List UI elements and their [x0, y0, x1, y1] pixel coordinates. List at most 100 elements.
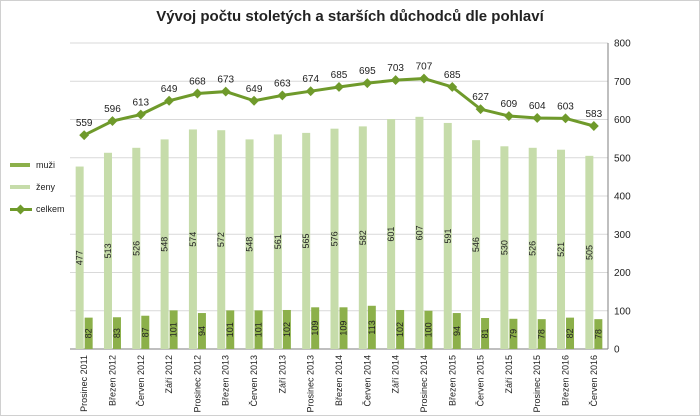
x-tick-label: Červen 2015 [476, 355, 486, 407]
point-celkem [532, 113, 543, 123]
x-tick-label: Červen 2014 [362, 355, 372, 407]
data-label-muzi: 102 [395, 322, 405, 337]
bar-zeny [358, 126, 367, 349]
x-tick-label: Září 2014 [391, 355, 401, 394]
y-tick-label: 600 [614, 115, 631, 126]
bar-zeny [387, 119, 396, 350]
data-label-celkem: 604 [529, 101, 546, 112]
data-label-zeny: 591 [443, 228, 453, 243]
data-label-zeny: 477 [75, 250, 85, 265]
bar-muzi [141, 315, 150, 349]
total-line [79, 73, 599, 141]
point-celkem [362, 78, 373, 89]
data-label-zeny: 582 [358, 230, 368, 245]
data-label-celkem: 613 [132, 98, 149, 109]
point-celkem [135, 109, 146, 120]
data-label-muzi: 101 [169, 322, 179, 337]
data-label-muzi: 109 [339, 321, 349, 336]
data-label-celkem: 583 [585, 109, 602, 120]
data-label-zeny: 574 [188, 232, 198, 247]
bar-zeny [443, 122, 452, 349]
data-label-muzi: 101 [225, 322, 235, 337]
data-label-zeny: 526 [131, 241, 141, 256]
point-celkem [107, 116, 118, 126]
bar-muzi [594, 319, 603, 349]
data-label-celkem: 685 [331, 70, 348, 81]
bar-zeny [415, 116, 424, 349]
data-label-celkem: 559 [76, 118, 93, 129]
x-tick-label: Březen 2012 [107, 355, 117, 406]
x-tick-label: Březen 2015 [447, 355, 457, 406]
data-label-muzi: 79 [508, 329, 518, 339]
point-celkem [79, 130, 90, 141]
bar-zeny [188, 129, 197, 349]
bar-muzi [282, 309, 291, 349]
x-tick-label: Březen 2014 [334, 355, 344, 406]
data-label-zeny: 576 [330, 231, 340, 246]
data-label-celkem: 674 [302, 74, 319, 85]
y-tick-label: 200 [614, 268, 631, 279]
bar-muzi [396, 309, 405, 349]
bar-zeny [245, 139, 254, 349]
point-celkem [164, 95, 175, 106]
y-tick-label: 700 [614, 77, 631, 88]
y-tick-label: 100 [614, 306, 631, 317]
data-label-muzi: 109 [310, 321, 320, 336]
bar-muzi [424, 310, 433, 349]
data-label-celkem: 703 [387, 63, 404, 74]
legend-label-celkem: celkem [36, 204, 65, 214]
data-label-zeny: 561 [273, 234, 283, 249]
data-label-muzi: 113 [367, 320, 377, 334]
data-label-celkem: 707 [416, 62, 433, 73]
data-label-muzi: 81 [480, 329, 490, 339]
data-label-celkem: 609 [501, 99, 518, 110]
data-label-celkem: 685 [444, 70, 461, 81]
point-celkem [560, 113, 571, 124]
data-label-muzi: 78 [593, 329, 603, 339]
chart-title: Vývoj počtu stoletých a starších důchodc… [156, 8, 544, 25]
data-label-celkem: 668 [189, 76, 206, 87]
x-tick-label: Červen 2012 [136, 355, 146, 407]
data-label-muzi: 78 [537, 329, 547, 339]
bar-zeny [103, 152, 112, 349]
data-label-muzi: 102 [282, 322, 292, 337]
point-celkem [305, 86, 316, 97]
data-label-celkem: 673 [217, 75, 234, 86]
bar-muzi [537, 319, 546, 349]
bar-zeny [217, 130, 226, 349]
point-celkem [249, 95, 260, 106]
x-tick-label: Září 2013 [277, 355, 287, 394]
data-label-muzi: 101 [254, 322, 264, 337]
x-tick-label: Prosinec 2012 [192, 355, 202, 413]
data-label-muzi: 83 [112, 328, 122, 338]
data-label-zeny: 607 [414, 225, 424, 240]
bars [75, 116, 603, 350]
point-celkem [418, 73, 429, 84]
legend-swatch-muzi [10, 163, 30, 167]
bar-muzi [339, 307, 348, 349]
point-celkem [334, 82, 344, 92]
data-label-zeny: 572 [216, 232, 226, 247]
data-label-zeny: 513 [103, 243, 113, 258]
data-label-zeny: 548 [245, 237, 255, 252]
data-label-muzi: 94 [452, 326, 462, 336]
x-tick-label: Březen 2013 [221, 355, 231, 406]
data-label-zeny: 546 [471, 237, 481, 252]
x-tick-label: Září 2015 [504, 355, 514, 394]
y-tick-label: 0 [614, 345, 620, 356]
data-label-celkem: 695 [359, 66, 376, 77]
data-label-zeny: 601 [386, 227, 396, 242]
x-tick-label: Prosinec 2013 [306, 355, 316, 413]
data-labels: 477 82 513 83 526 87 548 101 574 94 572 101 548 101 56… [75, 62, 604, 340]
point-celkem [390, 75, 401, 86]
bar-zeny [557, 149, 566, 349]
data-label-celkem: 649 [161, 84, 178, 95]
data-label-muzi: 82 [84, 328, 94, 338]
x-tick-label: Září 2012 [164, 355, 174, 394]
data-label-muzi: 87 [140, 327, 150, 337]
x-tick-label: Červen 2013 [249, 355, 259, 407]
bar-muzi [254, 310, 263, 349]
data-label-zeny: 548 [160, 237, 170, 252]
y-tick-label: 800 [614, 39, 631, 50]
y-tick-label: 300 [614, 230, 631, 241]
